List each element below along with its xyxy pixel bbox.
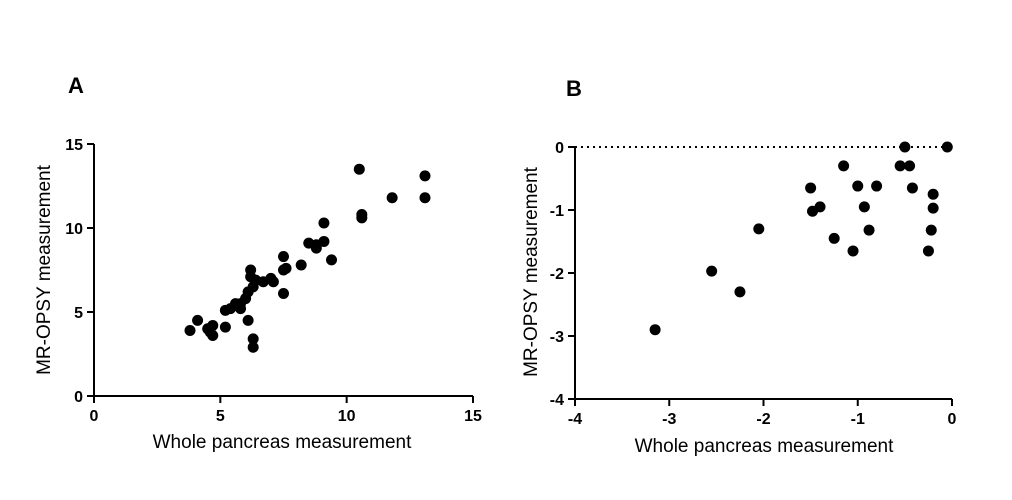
panel-a-data-point [318, 217, 330, 229]
panel-a-data-point [280, 262, 292, 274]
panel-a-data-point [278, 288, 289, 300]
panel-b-data-point [706, 265, 718, 277]
panel-b-data-point [863, 224, 875, 236]
panel-a-data-point [242, 314, 254, 326]
panel-a-data-point [353, 163, 365, 175]
panel-a-data-point [278, 251, 289, 263]
panel-a-data-point [219, 321, 231, 333]
panel-a-data-point [326, 254, 338, 266]
panel-a-ylabel: MR-OPSY measurement [34, 164, 55, 374]
panel-a-x-tick-label: 15 [464, 408, 482, 425]
panel-b-x-tick-label: -2 [756, 411, 770, 428]
panel-b-ylabel: MR-OPSY measurement [521, 166, 542, 376]
panel-a-data-point [184, 324, 196, 336]
panel-b-data-point [649, 324, 661, 336]
panel-b-data-point [927, 202, 939, 214]
panel-b-data-point [899, 141, 911, 153]
panel-b-y-tick-label: -1 [550, 203, 564, 220]
panel-a-data-point [247, 333, 259, 345]
panel-b-y-tick-label: -2 [550, 266, 564, 283]
panel-b-data-point [852, 180, 864, 192]
panel-b-data-point [753, 223, 765, 235]
panel-a-y-tick-label: 10 [65, 221, 83, 238]
panel-b: B Whole pancreas measurement MR-OPSY mea… [521, 76, 957, 457]
panel-a-data-point [192, 314, 204, 326]
panel-b-data-point [925, 224, 937, 236]
panel-b-data-point [922, 245, 934, 257]
panel-a-y-tick-label: 15 [65, 137, 83, 154]
panel-b-x-tick-label: -4 [568, 411, 582, 428]
panel-b-data-point [941, 141, 953, 153]
panel-a-data-point [386, 192, 398, 204]
panel-a: A Whole pancreas measurement MR-OPSY mea… [34, 73, 482, 453]
panel-b-x-tick-label: -1 [851, 411, 865, 428]
panel-a-x-tick-label: 10 [338, 408, 356, 425]
panel-a-xlabel: Whole pancreas measurement [153, 432, 412, 453]
panel-b-data-point [904, 160, 916, 172]
panel-a-data-point [267, 276, 279, 288]
panel-a-data-point [356, 209, 368, 221]
panel-b-data-point [838, 160, 850, 172]
panel-b-x-tick-label: -3 [662, 411, 676, 428]
panel-a-data-point [207, 330, 219, 342]
panel-b-data-point [814, 201, 826, 213]
panel-b-y-tick-label: -3 [550, 329, 564, 346]
panel-b-plot: -4 -3 -2 -1 0 -4 -3 -2 -1 0 [550, 140, 957, 428]
panel-a-letter: A [68, 73, 84, 98]
panel-a-data-point [247, 341, 259, 353]
panel-a-data-point [419, 170, 431, 182]
panel-b-data-point [828, 232, 840, 244]
panel-b-data-point [894, 160, 906, 172]
panel-a-data-point [235, 303, 247, 315]
panel-a-y-tick-label: 0 [74, 389, 83, 406]
panel-a-data-point [419, 192, 431, 204]
panel-b-data-point [871, 180, 883, 192]
panel-b-data-point [927, 188, 939, 200]
panel-b-data-point [858, 201, 870, 213]
panel-a-data-point [318, 235, 330, 247]
panel-b-y-tick-label: 0 [555, 140, 564, 157]
panel-a-data-point [295, 259, 307, 271]
panel-b-letter: B [566, 76, 582, 101]
panel-a-data-point [207, 319, 219, 331]
panel-b-y-tick-label: -4 [550, 392, 564, 409]
panel-b-data-point [734, 286, 746, 298]
panel-b-data-point [805, 182, 817, 194]
panel-a-y-tick-label: 5 [74, 305, 83, 322]
panel-b-x-tick-label: 0 [948, 411, 957, 428]
panel-a-x-tick-label: 5 [216, 408, 225, 425]
panel-a-plot: 0 5 10 15 0 5 10 15 [65, 137, 482, 425]
panel-b-data-point [847, 245, 859, 257]
panel-b-xlabel: Whole pancreas measurement [635, 436, 894, 457]
panel-b-data-point [906, 182, 918, 194]
panel-a-x-tick-label: 0 [90, 408, 99, 425]
